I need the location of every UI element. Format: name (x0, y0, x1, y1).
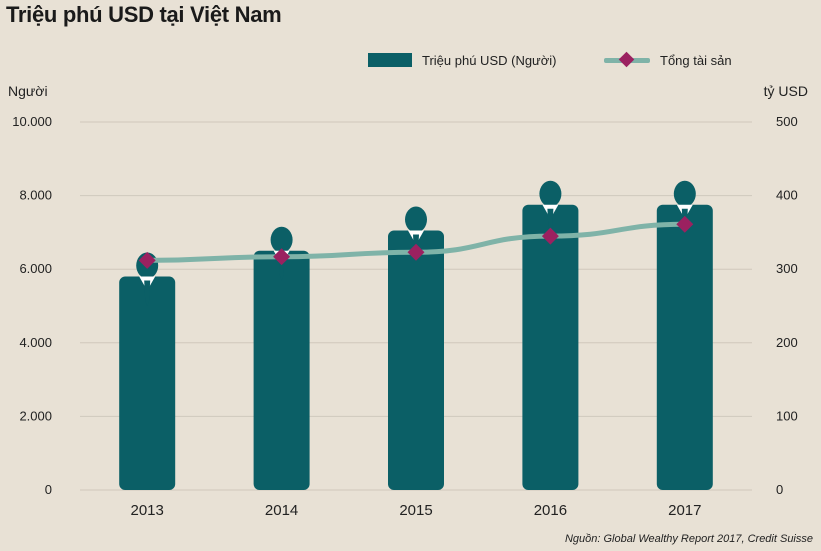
marker-2016 (541, 227, 559, 245)
source-note: Nguồn: Global Wealthy Report 2017, Credi… (564, 533, 813, 545)
right-tick-label: 100 (776, 408, 798, 423)
bar-head (539, 180, 562, 207)
bar-body (522, 204, 579, 491)
x-label-2016: 2016 (534, 502, 567, 519)
bar-body (656, 204, 713, 491)
legend: Triệu phú USD (Người) Tổng tài sản (368, 48, 788, 72)
legend-line-swatch (604, 51, 650, 68)
legend-bar-swatch (368, 53, 412, 67)
right-tick-label: 500 (776, 114, 798, 129)
x-label-2014: 2014 (265, 502, 298, 519)
left-tick-label: 2.000 (19, 408, 52, 423)
bar-body (253, 250, 310, 490)
bar-2013 (119, 252, 176, 490)
bar-tie (144, 280, 151, 307)
x-axis-labels: 2013 2014 2015 2016 2017 (131, 502, 702, 519)
bar-head (270, 226, 293, 253)
bar-2017 (656, 180, 713, 491)
bar-body (388, 230, 444, 490)
bar-2016 (522, 180, 579, 491)
bar-2015 (388, 206, 444, 490)
left-tick-label: 6.000 (19, 261, 52, 276)
bar-series (119, 180, 713, 491)
legend-bar-label: Triệu phú USD (Người) (422, 52, 557, 68)
legend-line-label: Tổng tài sản (660, 52, 732, 68)
bar-head (405, 206, 427, 233)
right-tick-label: 300 (776, 261, 798, 276)
bar-body (119, 276, 176, 490)
x-label-2017: 2017 (668, 502, 701, 519)
right-tick-label: 200 (776, 335, 798, 350)
x-label-2013: 2013 (131, 502, 164, 519)
marker-2015 (407, 243, 425, 261)
legend-item-line: Tổng tài sản (604, 48, 732, 72)
left-axis-ticks: 0 2.000 4.000 6.000 8.000 10.000 (12, 114, 52, 497)
chart-title: Triệu phú USD tại Việt Nam (6, 2, 282, 27)
legend-item-bar: Triệu phú USD (Người) (368, 48, 557, 72)
bar-2014 (253, 226, 310, 490)
marker-2017 (676, 215, 694, 233)
left-tick-label: 10.000 (12, 114, 52, 129)
left-axis-title: Người (8, 83, 48, 99)
x-label-2015: 2015 (399, 502, 432, 519)
line-markers (138, 215, 694, 269)
right-tick-label: 400 (776, 188, 798, 203)
bar-head (673, 180, 696, 207)
marker-2013 (138, 251, 156, 269)
right-tick-label: 0 (776, 482, 783, 497)
left-tick-label: 0 (45, 482, 52, 497)
left-tick-label: 4.000 (19, 335, 52, 350)
bar-tie (547, 208, 554, 235)
marker-2014 (273, 248, 291, 266)
right-axis-title: tỷ USD (764, 83, 808, 99)
right-axis-ticks: 0 100 200 300 400 500 (776, 114, 798, 497)
left-tick-label: 8.000 (19, 188, 52, 203)
